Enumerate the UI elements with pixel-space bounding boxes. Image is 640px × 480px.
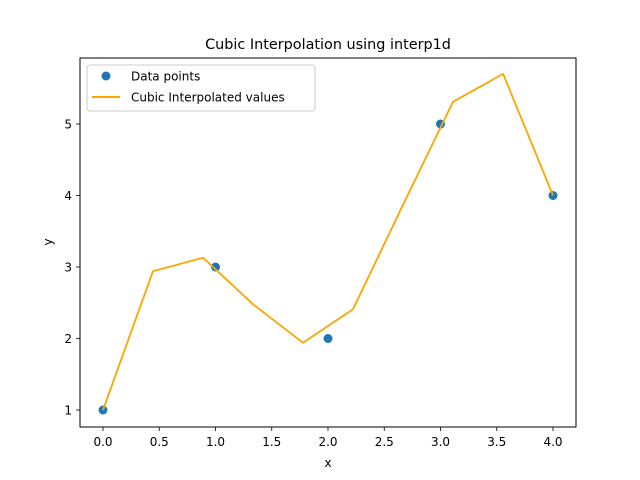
x-tick-label: 3.0 xyxy=(431,435,450,449)
x-tick-label: 0.0 xyxy=(93,435,112,449)
x-tick-label: 3.5 xyxy=(487,435,506,449)
plot-area xyxy=(98,73,558,415)
x-tick-label: 4.0 xyxy=(543,435,562,449)
y-axis-label: y xyxy=(41,238,55,245)
x-tick-label: 1.0 xyxy=(206,435,225,449)
legend-marker-dot-icon xyxy=(101,71,111,81)
x-tick-label: 0.5 xyxy=(150,435,169,449)
y-axis-ticks: 1 2 3 4 5 xyxy=(64,118,80,418)
legend-label-data-points: Data points xyxy=(131,70,200,84)
x-tick-label: 2.0 xyxy=(318,435,337,449)
series-line-cubic xyxy=(102,73,554,411)
x-axis-ticks: 0.0 0.5 1.0 1.5 2.0 2.5 3.0 3.5 4.0 xyxy=(93,427,563,449)
legend-label-cubic: Cubic Interpolated values xyxy=(131,91,285,105)
y-tick-label: 1 xyxy=(64,404,72,418)
x-tick-label: 2.5 xyxy=(375,435,394,449)
x-tick-label: 1.5 xyxy=(262,435,281,449)
x-axis-label: x xyxy=(324,456,331,470)
y-tick-label: 2 xyxy=(64,332,72,346)
y-tick-label: 4 xyxy=(64,189,72,203)
legend-box xyxy=(86,64,316,112)
data-point-marker xyxy=(211,262,220,272)
data-point-marker xyxy=(323,334,333,343)
y-tick-label: 3 xyxy=(64,261,72,275)
legend: Data points Cubic Interpolated values xyxy=(86,64,316,112)
y-tick-label: 5 xyxy=(64,118,72,132)
chart-title: Cubic Interpolation using interp1d xyxy=(205,37,451,53)
axes-frame xyxy=(79,57,577,428)
